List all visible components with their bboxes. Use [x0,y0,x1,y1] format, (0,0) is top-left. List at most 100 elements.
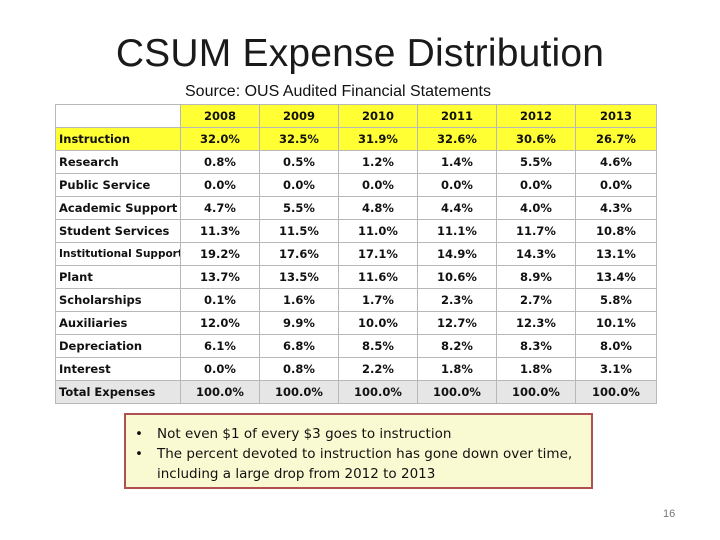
table-cell: 0.0% [338,173,418,197]
table-cell: 8.9% [496,265,576,289]
table-cell: 0.0% [180,173,260,197]
table-cell: 100.0% [417,380,497,404]
table-row: Scholarships 0.1% 1.6% 1.7% 2.3% 2.7% 5.8% [55,288,657,312]
header-corner-cell [55,104,181,128]
table-cell: 14.9% [417,242,497,266]
table-cell: 11.1% [417,219,497,243]
table-cell: 1.8% [417,357,497,381]
row-label: Depreciation [55,334,181,358]
table-cell: 0.0% [496,173,576,197]
table-cell: 100.0% [259,380,339,404]
callout-bullet-list: • Not even $1 of every $3 goes to instru… [126,415,591,484]
table-cell: 13.7% [180,265,260,289]
table-cell: 10.1% [575,311,657,335]
table-cell: 14.3% [496,242,576,266]
table-cell: 4.0% [496,196,576,220]
table-cell: 10.0% [338,311,418,335]
table-cell: 11.3% [180,219,260,243]
table-cell: 3.1% [575,357,657,381]
table-cell: 19.2% [180,242,260,266]
page-number: 16 [663,508,676,520]
table-row: Student Services 11.3% 11.5% 11.0% 11.1% 11.7… [55,219,657,243]
callout-bullet-item: • Not even $1 of every $3 goes to instru… [126,424,591,444]
table-cell: 0.0% [259,173,339,197]
callout-bullet-text: Not even $1 of every $3 goes to instruct… [157,426,452,442]
table-cell: 30.6% [496,127,576,151]
table-header-row: 2008 2009 2010 2011 2012 2013 [55,104,657,128]
table-cell: 100.0% [180,380,260,404]
table-cell: 13.4% [575,265,657,289]
table-cell: 4.6% [575,150,657,174]
table-cell: 2.7% [496,288,576,312]
callout-box: • Not even $1 of every $3 goes to instru… [124,413,593,489]
table-cell: 9.9% [259,311,339,335]
row-label: Research [55,150,181,174]
table-row: Auxiliaries 12.0% 9.9% 10.0% 12.7% 12.3% 10.1% [55,311,657,335]
table-row: Public Service 0.0% 0.0% 0.0% 0.0% 0.0% 0.0% [55,173,657,197]
table-cell: 12.0% [180,311,260,335]
table-cell: 32.6% [417,127,497,151]
row-label: Public Service [55,173,181,197]
table-cell: 12.3% [496,311,576,335]
table-cell: 1.2% [338,150,418,174]
table-cell: 0.5% [259,150,339,174]
bullet-icon: • [135,426,143,442]
callout-bullet-item: • The percent devoted to instruction has… [126,444,591,484]
column-header: 2012 [496,104,576,128]
table-row: Research 0.8% 0.5% 1.2% 1.4% 5.5% 4.6% [55,150,657,174]
table-row: Total Expenses 100.0% 100.0% 100.0% 100.0% 10… [55,380,657,404]
table-cell: 6.8% [259,334,339,358]
row-label: Academic Support [55,196,181,220]
table-cell: 1.4% [417,150,497,174]
table-cell: 1.6% [259,288,339,312]
row-label: Plant [55,265,181,289]
table-cell: 26.7% [575,127,657,151]
table-row: Instruction 32.0% 32.5% 31.9% 32.6% 30.6% 26.7… [55,127,657,151]
row-label: Scholarships [55,288,181,312]
bullet-icon: • [135,446,143,462]
expense-table: 2008 2009 2010 2011 2012 2013 Instructio… [55,104,657,404]
callout-bullet-text: The percent devoted to instruction has g… [157,446,573,482]
table-cell: 32.0% [180,127,260,151]
table-cell: 11.0% [338,219,418,243]
row-label: Student Services [55,219,181,243]
table-cell: 0.1% [180,288,260,312]
table-cell: 100.0% [496,380,576,404]
column-header: 2009 [259,104,339,128]
table-cell: 11.6% [338,265,418,289]
table-cell: 12.7% [417,311,497,335]
column-header: 2010 [338,104,418,128]
row-label: Total Expenses [55,380,181,404]
table-cell: 5.5% [259,196,339,220]
table-cell: 10.8% [575,219,657,243]
row-label: Instruction [55,127,181,151]
table-cell: 11.7% [496,219,576,243]
table-row: Institutional Support 19.2% 17.6% 17.1% 14.9… [55,242,657,266]
table-cell: 100.0% [338,380,418,404]
row-label: Institutional Support [55,242,181,266]
source-caption: Source: OUS Audited Financial Statements [185,83,491,100]
table-cell: 8.3% [496,334,576,358]
table-cell: 17.6% [259,242,339,266]
table-cell: 0.0% [575,173,657,197]
table-row: Academic Support 4.7% 5.5% 4.8% 4.4% 4.0% 4.3% [55,196,657,220]
table-cell: 4.8% [338,196,418,220]
table-cell: 2.3% [417,288,497,312]
table-cell: 8.0% [575,334,657,358]
table-row: Interest 0.0% 0.8% 2.2% 1.8% 1.8% 3.1% [55,357,657,381]
table-cell: 1.7% [338,288,418,312]
table-cell: 31.9% [338,127,418,151]
table-cell: 6.1% [180,334,260,358]
table-cell: 13.5% [259,265,339,289]
table-cell: 5.5% [496,150,576,174]
table-cell: 8.5% [338,334,418,358]
table-cell: 0.0% [417,173,497,197]
table-cell: 2.2% [338,357,418,381]
column-header: 2008 [180,104,260,128]
table-cell: 32.5% [259,127,339,151]
slide-title: CSUM Expense Distribution [115,32,605,75]
row-label: Interest [55,357,181,381]
table-cell: 5.8% [575,288,657,312]
table-cell: 17.1% [338,242,418,266]
column-header: 2011 [417,104,497,128]
